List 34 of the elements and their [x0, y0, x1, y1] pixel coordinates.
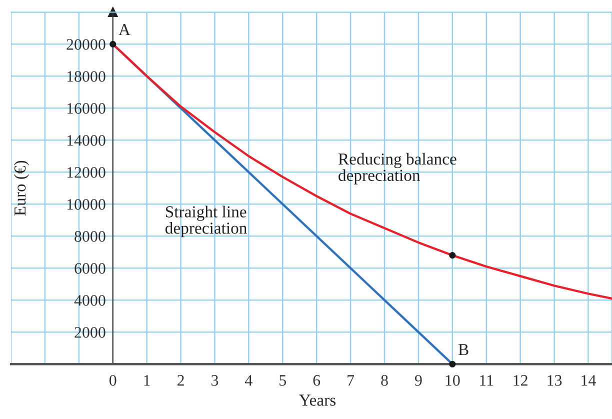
point: [110, 40, 116, 48]
y-tick-label: 8000: [74, 231, 106, 242]
y-tick-label: 16000: [67, 103, 106, 114]
y-axis-title: Euro (€): [14, 160, 30, 216]
x-tick-label: 4: [245, 375, 252, 386]
x-tick-label: 7: [348, 375, 354, 386]
y-tick-label: 12000: [67, 167, 106, 178]
x-tick-label: 13: [548, 375, 562, 386]
x-tick-label: 3: [212, 375, 218, 386]
y-tick-label: 10000: [67, 199, 106, 210]
y-tick-label: 4000: [74, 295, 106, 306]
point: [449, 360, 456, 368]
x-tick-label: 8: [381, 374, 388, 386]
x-tick-label: 10: [446, 374, 460, 386]
annotation: A: [118, 24, 130, 36]
y-tick-label: 2000: [74, 327, 106, 338]
x-tick-label: 1: [144, 375, 150, 386]
y-tick-label: 20000: [66, 39, 106, 50]
point: [449, 252, 456, 259]
series-label: Straight line depreciation: [165, 206, 247, 238]
x-tick-label: 9: [414, 375, 422, 386]
x-tick-label: 5: [280, 375, 286, 386]
x-tick-label: 12: [514, 375, 528, 386]
x-tick-label: 11: [480, 375, 494, 386]
series-label: Reducing balance depreciation: [338, 152, 456, 184]
x-tick-label: 6: [313, 375, 320, 386]
x-tick-label: 14: [582, 375, 596, 386]
x-tick-label: 2: [177, 375, 184, 386]
y-tick-label: 6000: [74, 263, 106, 274]
x-tick-label: 0: [109, 374, 116, 386]
y-tick-label: 18000: [67, 71, 106, 82]
x-axis-title: Years: [299, 394, 336, 406]
annotation: B: [458, 344, 468, 356]
y-tick-label: 14000: [67, 135, 106, 146]
